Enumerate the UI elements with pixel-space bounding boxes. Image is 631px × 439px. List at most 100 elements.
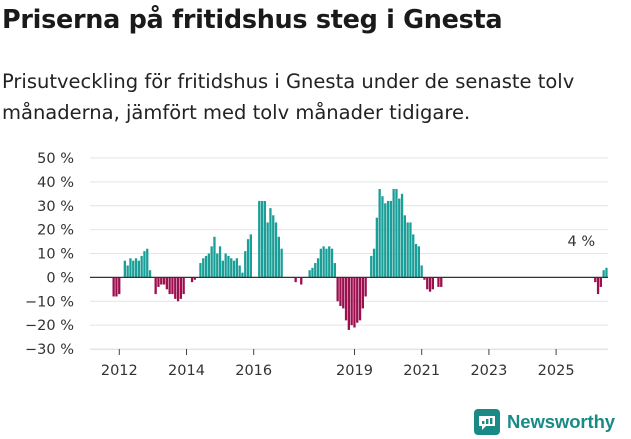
bar	[137, 260, 140, 278]
bar	[179, 277, 182, 299]
bar	[596, 277, 600, 295]
bar	[300, 277, 303, 285]
bar	[386, 200, 390, 278]
bar	[176, 277, 180, 302]
y-tick-label: 50 %	[37, 151, 74, 167]
y-tick-label: 10 %	[37, 247, 74, 263]
x-tick-label: 2014	[168, 363, 205, 379]
bar	[227, 255, 230, 278]
bar	[246, 239, 250, 278]
bar	[269, 208, 272, 278]
bar	[165, 277, 168, 290]
bar	[358, 277, 362, 321]
bar	[210, 246, 213, 278]
bar	[199, 263, 202, 278]
y-axis-labels: 50 % 40 % 30 % 20 % 10 % 0 % −10 % −20 % −30 %	[25, 151, 74, 358]
bars	[112, 189, 608, 330]
bar	[134, 258, 138, 278]
chart-title: Priserna på fritidshus steg i Gnesta	[2, 5, 503, 35]
bar	[599, 277, 602, 287]
bar	[148, 270, 152, 278]
newsworthy-brand[interactable]: Newsworthy	[474, 406, 615, 438]
bar	[140, 255, 143, 278]
bar	[437, 277, 440, 287]
bar	[274, 222, 278, 278]
bar	[154, 277, 157, 295]
newsworthy-logo-icon	[474, 409, 500, 435]
bar	[314, 263, 317, 278]
bar	[182, 277, 185, 295]
bar	[602, 270, 605, 278]
bar	[325, 248, 328, 278]
bar	[311, 267, 314, 278]
bar	[347, 277, 350, 330]
bar	[322, 246, 325, 278]
bar	[409, 222, 412, 278]
bar	[266, 222, 269, 278]
bar	[370, 255, 373, 278]
y-tick-label: 40 %	[37, 175, 74, 191]
bar	[406, 222, 409, 278]
bar	[428, 277, 432, 292]
bar	[235, 258, 238, 278]
bar	[336, 277, 339, 302]
x-tick-label: 2012	[101, 363, 138, 379]
bar	[431, 277, 434, 290]
bar	[330, 248, 334, 278]
bar	[224, 253, 227, 278]
bar	[423, 277, 426, 280]
bar	[157, 277, 160, 287]
bar	[398, 198, 401, 278]
bar	[218, 246, 222, 278]
bar	[384, 203, 387, 278]
bar	[118, 277, 121, 295]
x-tick-label: 2019	[336, 363, 373, 379]
bar	[221, 260, 224, 278]
bar	[333, 263, 336, 278]
y-tick-label: 30 %	[37, 199, 74, 215]
bar	[364, 277, 367, 297]
bar	[174, 277, 177, 299]
bar	[129, 258, 132, 278]
bar	[207, 253, 210, 278]
y-tick-label: −20 %	[25, 318, 74, 334]
bar	[241, 272, 244, 278]
bar	[272, 215, 275, 278]
bar	[395, 189, 398, 278]
bar	[123, 260, 126, 278]
bar	[168, 277, 171, 295]
y-tick-label: −30 %	[25, 342, 74, 358]
x-tick-label: 2021	[403, 363, 440, 379]
bar	[244, 251, 247, 278]
x-tick-label: 2023	[470, 363, 507, 379]
bar	[339, 277, 342, 307]
bar	[414, 243, 418, 278]
bar	[372, 248, 376, 278]
bar	[115, 277, 118, 297]
bar	[146, 248, 149, 278]
bar	[417, 246, 420, 278]
bar	[216, 253, 219, 278]
bar	[171, 277, 174, 295]
x-tick-label: 2016	[235, 363, 272, 379]
x-tick-label: 2025	[538, 363, 575, 379]
bar	[160, 277, 163, 285]
y-tick-label: 20 %	[37, 223, 74, 239]
bar	[238, 265, 241, 278]
bar	[258, 200, 261, 278]
bar	[280, 248, 283, 278]
bar	[342, 277, 345, 309]
bar	[294, 277, 297, 283]
annotation-label: 4 %	[567, 234, 595, 250]
bar	[190, 277, 194, 283]
bar	[277, 236, 280, 278]
bar	[328, 246, 331, 278]
bar	[112, 277, 115, 297]
bar	[308, 270, 311, 278]
x-axis: 2012 2014 2016 2019 2021 2023 2025	[90, 349, 608, 379]
bar	[389, 200, 392, 278]
bar	[353, 277, 356, 328]
bar	[426, 277, 429, 290]
bar	[400, 193, 404, 278]
